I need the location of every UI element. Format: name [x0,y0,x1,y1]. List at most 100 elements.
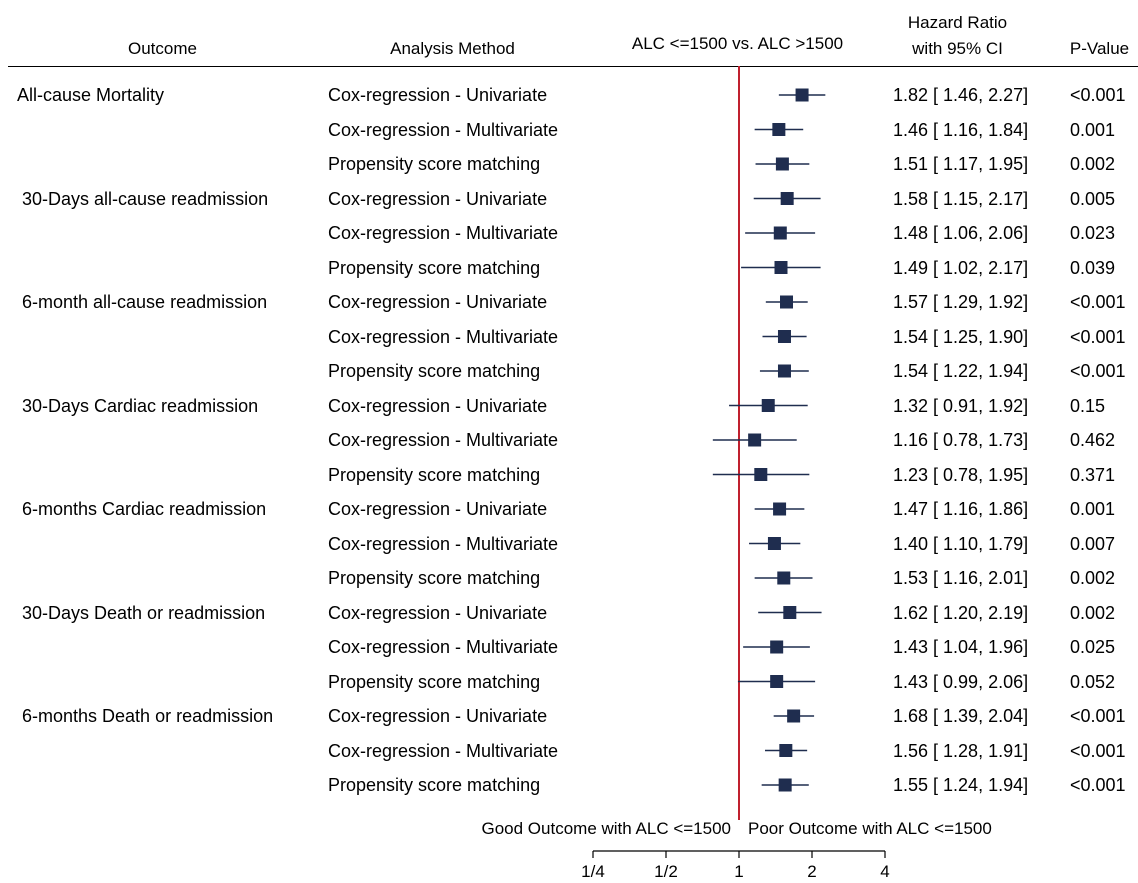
p-value: 0.005 [1070,188,1116,209]
hr-ci-text: 1.56 [ 1.28, 1.91] [893,740,1029,761]
p-value: 0.002 [1070,154,1116,174]
hr-point [780,295,794,309]
hr-point [770,640,784,654]
outcome-label: 30-Days Cardiac readmission [22,395,259,416]
hr-point [767,537,781,550]
hr-point [772,123,786,136]
hr-point [777,330,791,343]
method-label: Cox-regression - Univariate [328,602,548,623]
outcome-column-header: Outcome [128,39,197,58]
hr-point [777,571,791,585]
method-label: Propensity score matching [328,257,541,278]
hr-point [761,399,775,412]
hr-point [773,226,787,240]
hr-ci-text: 1.58 [ 1.15, 2.17] [893,188,1029,209]
hr-ci-text: 1.51 [ 1.17, 1.95] [893,154,1029,174]
outcome-label: 6-months Death or readmission [22,706,274,726]
x-tick-label: 2 [807,862,816,881]
method-label: Cox-regression - Multivariate [328,223,559,243]
forest-marks [712,66,826,820]
p-value: 0.371 [1070,464,1116,485]
method-label: Propensity score matching [328,775,541,795]
hr-point [779,744,793,757]
hr-point [787,709,801,723]
p-value: 0.002 [1070,568,1116,588]
hr-ci-text: 1.54 [ 1.25, 1.90] [893,326,1029,347]
method-label: Propensity score matching [328,154,541,174]
hr-point [780,192,794,205]
hr-ci-text: 1.40 [ 1.10, 1.79] [893,533,1029,554]
method-label: Propensity score matching [328,671,541,692]
hr-ci-text: 1.23 [ 0.78, 1.95] [893,464,1029,485]
method-label: Cox-regression - Univariate [328,499,548,519]
hr-ci-text: 1.47 [ 1.16, 1.86] [893,499,1029,519]
method-label: Cox-regression - Multivariate [328,533,559,554]
hr-point [770,675,784,688]
hr-ci-text: 1.82 [ 1.46, 2.27] [893,85,1029,105]
x-tick-label: 4 [880,862,889,881]
hr-point [754,468,768,481]
hr-point [748,433,762,447]
header-rule [8,66,1138,67]
outcome-label: 6-month all-cause readmission [22,292,268,312]
hr-point [778,778,792,792]
hr-ci-text: 1.53 [ 1.16, 2.01] [893,568,1029,588]
hr-ci-text: 1.54 [ 1.22, 1.94] [893,361,1029,381]
method-label: Cox-regression - Multivariate [328,430,559,450]
method-label: Cox-regression - Univariate [328,188,548,209]
method-label: Cox-regression - Univariate [328,706,548,726]
method-label: Propensity score matching [328,568,541,588]
p-value: 0.462 [1070,430,1116,450]
method-label: Cox-regression - Multivariate [328,740,559,761]
x-axis: 1/4 1/2 1 2 4 [581,850,890,881]
method-label: Cox-regression - Multivariate [328,326,559,347]
p-value: 0.039 [1070,257,1116,278]
outcome-label: 6-months Cardiac readmission [22,499,267,519]
p-value: 0.023 [1070,223,1116,243]
p-value: <0.001 [1070,775,1126,795]
hr-ci-text: 1.55 [ 1.24, 1.94] [893,775,1029,795]
p-value: 0.025 [1070,637,1116,657]
method-label: Cox-regression - Univariate [328,395,548,416]
x-tick-label: 1 [734,862,743,881]
hr-point [774,261,788,274]
hr-point [775,157,789,171]
hr-ci-text: 1.68 [ 1.39, 2.04] [893,706,1029,726]
p-value: 0.001 [1070,499,1116,519]
hr-ci-text: 1.32 [ 0.91, 1.92] [893,395,1029,416]
hr-point [777,364,791,378]
good-outcome-label: Good Outcome with ALC <=1500 [481,819,732,838]
method-label: Cox-regression - Univariate [328,292,548,312]
p-value: <0.001 [1070,85,1126,105]
method-label: Cox-regression - Univariate [328,85,548,105]
p-value: <0.001 [1070,361,1126,381]
p-value: 0.052 [1070,671,1116,692]
p-value: 0.002 [1070,602,1116,623]
hr-ci-text: 1.43 [ 0.99, 2.06] [893,671,1029,692]
hr-point [795,88,809,102]
p-value: 0.15 [1070,395,1106,416]
x-tick-label: 1/4 [581,862,605,881]
p-value: 0.001 [1070,119,1116,140]
outcome-label: 30-Days all-cause readmission [22,188,269,209]
hr-ci-text: 1.62 [ 1.20, 2.19] [893,602,1029,623]
hr-ci-text: 1.57 [ 1.29, 1.92] [893,292,1029,312]
method-label: Propensity score matching [328,464,541,485]
method-label: Cox-regression - Multivariate [328,637,559,657]
p-value: <0.001 [1070,706,1126,726]
p-value: 0.007 [1070,533,1116,554]
hr-ci-text: 1.43 [ 1.04, 1.96] [893,637,1029,657]
hr-ci-text: 1.46 [ 1.16, 1.84] [893,119,1029,140]
poor-outcome-label: Poor Outcome with ALC <=1500 [748,819,992,838]
hr-ci-text: 1.49 [ 1.02, 2.17] [893,257,1029,278]
pvalue-column-header: P-Value [1069,39,1130,58]
hr-ci-text: 1.16 [ 0.78, 1.73] [893,430,1029,450]
x-tick-label: 1/2 [654,862,678,881]
hr-column-header-line2: with 95% CI [912,39,1003,58]
p-value: <0.001 [1070,292,1126,312]
method-label: Propensity score matching [328,361,541,381]
hr-point [783,606,797,619]
outcome-label: 30-Days Death or readmission [22,602,266,623]
